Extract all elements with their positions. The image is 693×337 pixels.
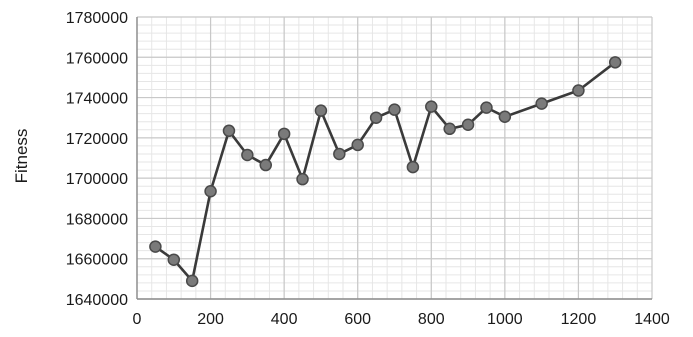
x-tick-label: 200 [197,311,224,328]
data-point [369,111,383,124]
data-point [259,158,272,172]
y-tick-label: 1680000 [66,211,128,228]
data-point [185,274,199,288]
data-point [406,160,420,174]
x-tick-label: 600 [344,311,371,328]
minor-grid [136,16,653,300]
data-point [314,104,328,117]
y-tick-label: 1640000 [66,292,128,309]
y-tick-labels: 1640000 1660000 1680000 1700000 1720000 17400… [66,10,128,309]
data-point [222,124,236,138]
major-grid [136,16,653,300]
data-point [241,148,254,162]
y-tick-label: 1720000 [66,131,128,148]
y-tick-label: 1760000 [66,50,128,67]
data-point [149,240,162,253]
data-point [498,110,512,123]
y-tick-label: 1700000 [66,171,128,188]
data-point [535,97,548,110]
data-point [572,84,585,97]
data-point [351,138,364,152]
x-tick-label: 800 [418,311,445,328]
y-tick-label: 1780000 [66,10,128,27]
data-point [388,103,401,116]
x-tick-labels: 0 200 400 600 800 1000 1200 1400 [133,311,670,328]
x-tick-label: 1200 [561,311,597,328]
y-tick-label: 1740000 [66,91,128,108]
x-tick-label: 1000 [487,311,523,328]
data-point [333,147,346,161]
x-tick-label: 0 [133,311,142,328]
series-fitness [149,56,622,288]
data-point [425,100,438,113]
y-tick-label: 1660000 [66,252,128,269]
data-point [461,118,475,132]
data-point [167,253,181,266]
data-point [296,172,309,186]
x-tick-label: 1400 [634,311,670,328]
series-line [154,61,617,283]
data-point [443,122,456,136]
data-point [204,184,217,198]
data-point [608,56,622,69]
axes [136,17,652,300]
data-point [277,127,291,141]
y-axis-title: Fitness [12,129,31,184]
data-point [480,101,493,114]
x-tick-label: 400 [271,311,298,328]
